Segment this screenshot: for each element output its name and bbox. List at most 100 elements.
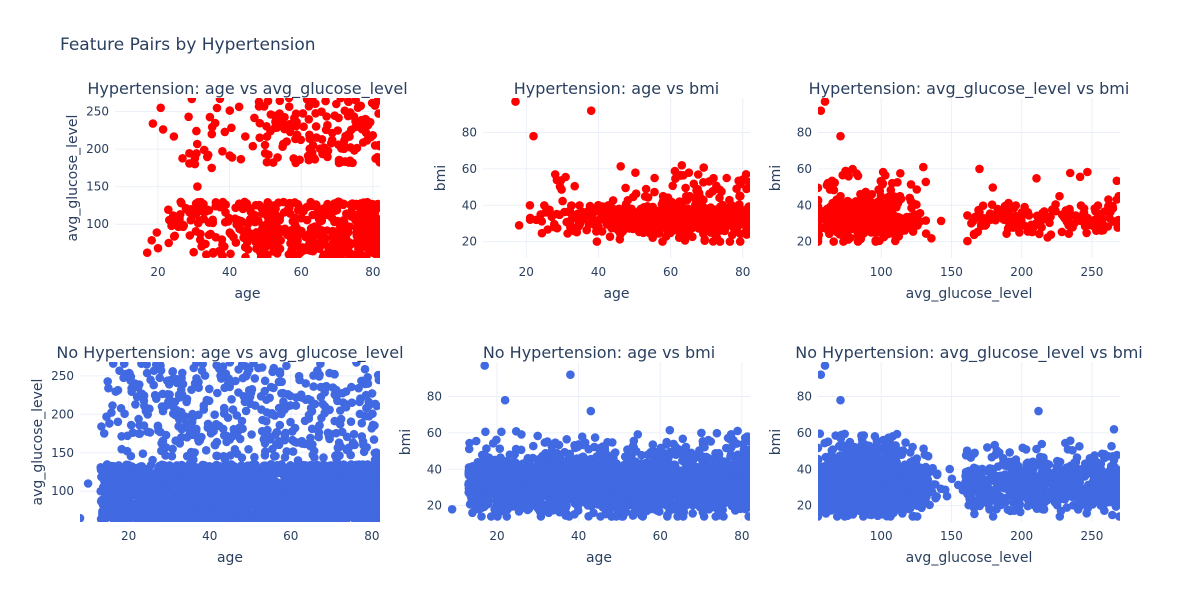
- scatter-point: [123, 471, 132, 481]
- scatter-point: [643, 193, 653, 202]
- scatter-point: [305, 130, 314, 140]
- scatter-point: [178, 222, 188, 232]
- scatter-point: [884, 229, 893, 239]
- scatter-point: [99, 482, 108, 492]
- scatter-point: [228, 405, 238, 414]
- scatter-point: [299, 122, 308, 131]
- scatter-point: [258, 221, 268, 230]
- scatter-point: [343, 242, 352, 252]
- scatter-point: [192, 374, 201, 383]
- scatter-point: [735, 237, 745, 246]
- scatter-point: [153, 478, 162, 488]
- scatter-point: [678, 434, 688, 444]
- scatter-point: [822, 180, 832, 190]
- scatter-point: [220, 454, 230, 464]
- scatter-point: [229, 474, 238, 483]
- scatter-point: [325, 405, 334, 415]
- scatter-point: [113, 417, 123, 427]
- scatter-point: [219, 431, 229, 440]
- scatter-point: [105, 419, 114, 428]
- scatter-point: [736, 191, 745, 201]
- scatter-point: [845, 207, 855, 216]
- scatter-point: [360, 364, 370, 374]
- x-tick-label: 80: [365, 265, 380, 279]
- scatter-point: [1023, 208, 1033, 217]
- scatter-point: [625, 224, 634, 233]
- scatter-point: [1008, 223, 1018, 232]
- scatter-point: [291, 121, 301, 131]
- subplot-title: No Hypertension: age vs bmi: [483, 343, 715, 362]
- scatter-point: [123, 431, 132, 441]
- subplot-title: Hypertension: age vs bmi: [514, 79, 720, 98]
- y-axis-title: bmi: [433, 165, 449, 191]
- scatter-point: [608, 196, 618, 205]
- scatter-point: [275, 369, 285, 378]
- scatter-point: [707, 222, 717, 232]
- scatter-point: [318, 494, 328, 504]
- scatter-point: [927, 234, 936, 243]
- scatter-point: [820, 98, 830, 106]
- scatter-point: [311, 109, 320, 118]
- scatter-point: [236, 154, 246, 164]
- scatter-point: [227, 123, 236, 133]
- scatter-point: [276, 236, 286, 245]
- scatter-point: [371, 490, 380, 499]
- scatter-point: [245, 462, 254, 472]
- scatter-point: [195, 216, 204, 225]
- scatter-point: [969, 229, 979, 239]
- x-tick-label: 60: [283, 529, 298, 543]
- scatter-point: [256, 392, 266, 401]
- scatter-point: [341, 131, 350, 141]
- scatter-point: [142, 248, 152, 257]
- scatter-point: [169, 470, 178, 480]
- scatter-point: [285, 203, 294, 212]
- scatter-point: [318, 232, 327, 242]
- scatter-point: [357, 418, 367, 428]
- scatter-point: [175, 214, 184, 224]
- scatter-point: [171, 436, 180, 446]
- scatter-point: [176, 385, 186, 395]
- scatter-point: [164, 238, 173, 248]
- scatter-point: [217, 497, 227, 506]
- scatter-point: [845, 220, 855, 229]
- scatter-point: [1081, 220, 1090, 229]
- scatter-point: [108, 362, 118, 368]
- scatter-point: [199, 472, 208, 481]
- scatter-point: [868, 223, 877, 232]
- scatter-point: [915, 208, 925, 218]
- scatter-point: [99, 429, 109, 438]
- scatter-point: [167, 451, 177, 461]
- scatter-point: [211, 419, 221, 429]
- scatter-point: [295, 229, 305, 238]
- scatter-point: [511, 98, 520, 106]
- scatter-point: [137, 362, 146, 368]
- scatter-point: [860, 213, 869, 222]
- scatter-point: [262, 516, 272, 522]
- x-tick-label: 60: [663, 265, 678, 279]
- scatter-point: [677, 161, 687, 170]
- scatter-point: [641, 184, 651, 194]
- scatter-point: [824, 213, 833, 222]
- scatter-point: [307, 424, 317, 434]
- scatter-point: [349, 474, 358, 484]
- scatter-point: [337, 248, 347, 257]
- scatter-point: [178, 424, 187, 433]
- scatter-point: [156, 103, 165, 113]
- scatter-point: [895, 219, 905, 229]
- scatter-point: [678, 220, 688, 229]
- scatter-point: [275, 213, 285, 222]
- x-tick-label: 60: [653, 529, 668, 543]
- scatter-point: [1040, 207, 1049, 216]
- scatter-point: [147, 500, 157, 510]
- scatter-point: [169, 132, 179, 141]
- scatter-point: [699, 203, 708, 212]
- scatter-point: [359, 226, 369, 236]
- scatter-point: [124, 516, 133, 522]
- scatter-point: [205, 384, 214, 394]
- scatter-point: [272, 477, 282, 487]
- scatter-point: [306, 476, 316, 485]
- scatter-point: [287, 512, 297, 521]
- scatter-point: [993, 204, 1002, 214]
- scatter-point: [734, 221, 744, 230]
- scatter-point: [237, 416, 247, 426]
